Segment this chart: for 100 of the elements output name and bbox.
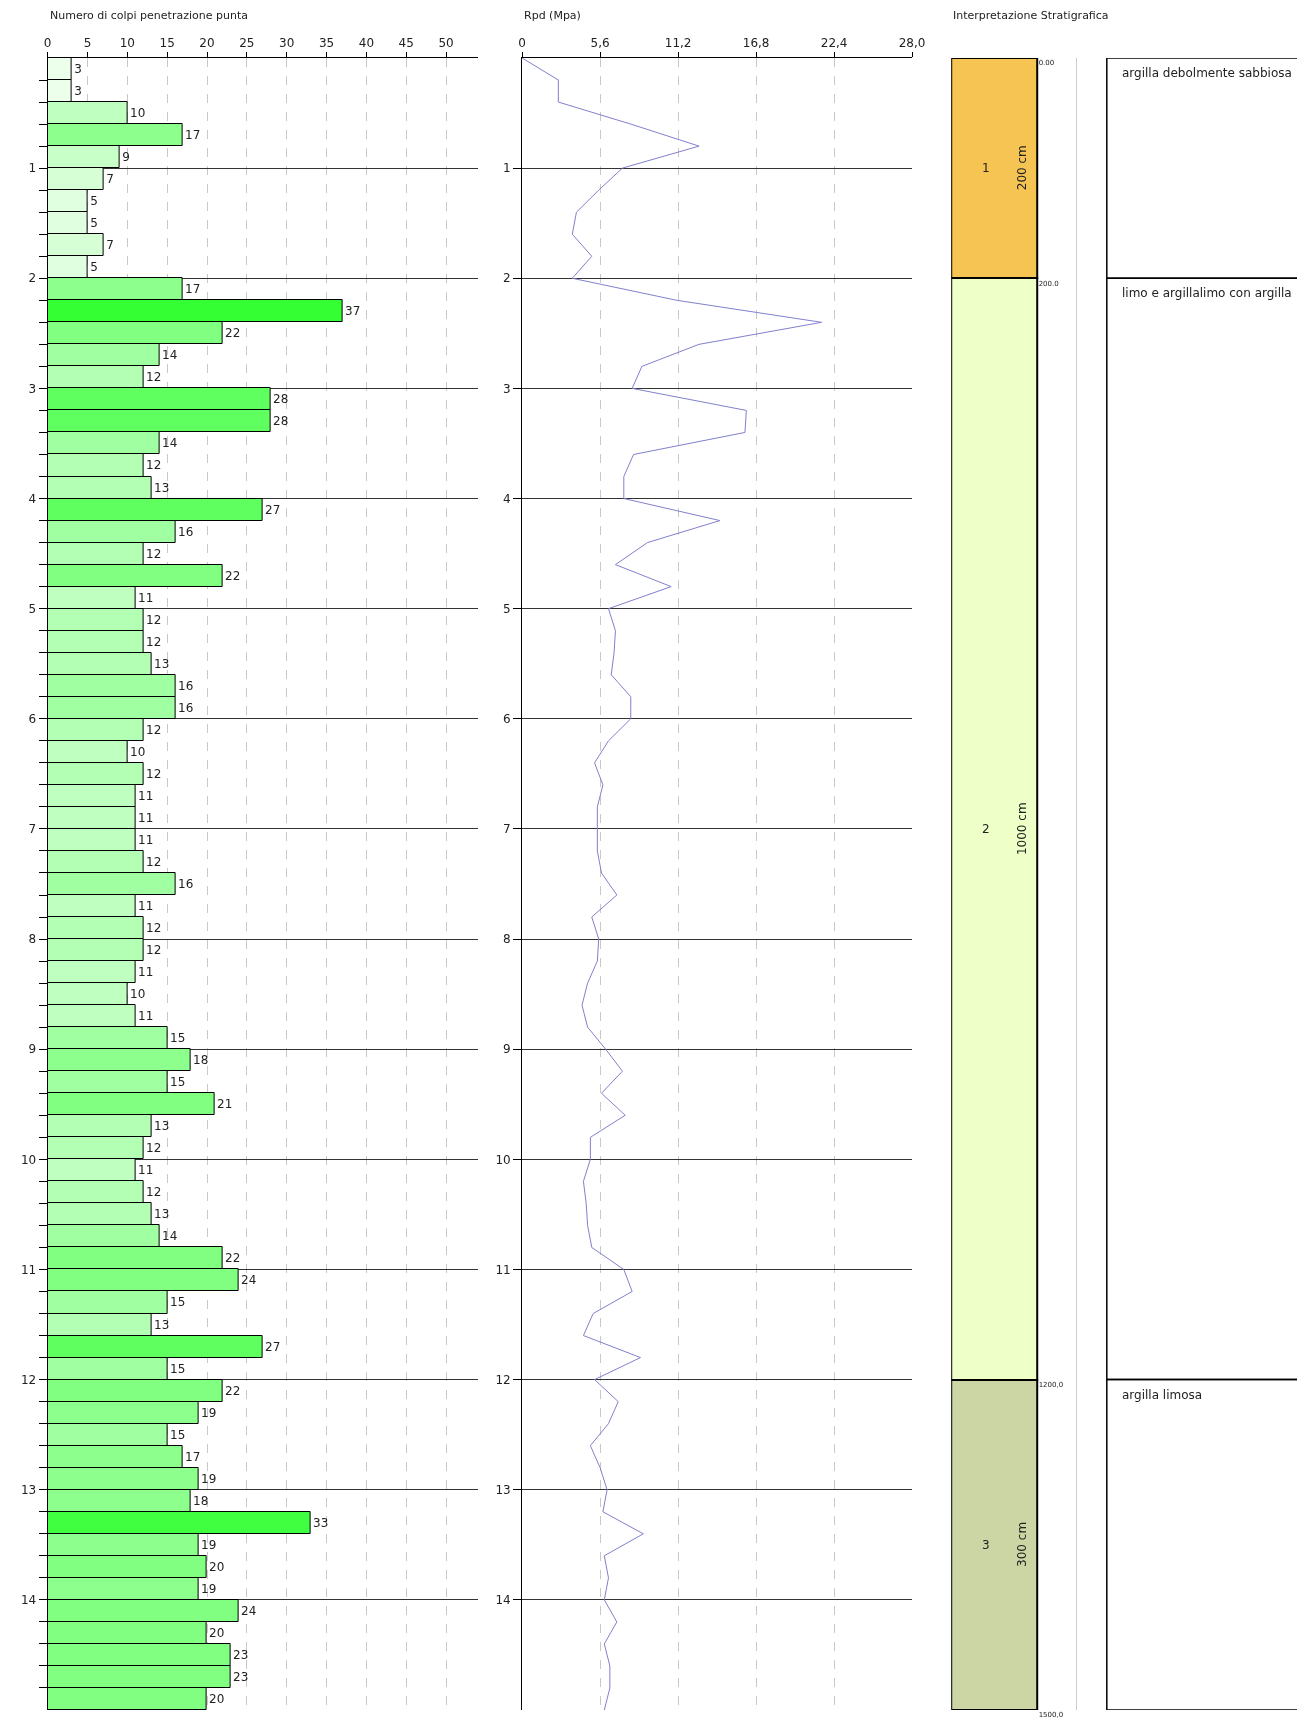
- data-label: 13: [154, 480, 170, 495]
- data-label: 200 cm: [1014, 145, 1029, 191]
- y-tick-label: 5: [503, 601, 511, 616]
- text: limo e argillalimo con argilla: [1122, 286, 1292, 300]
- x-tick-label: 0: [43, 36, 52, 51]
- data-label: 16: [178, 524, 194, 539]
- data-label: 16: [178, 876, 194, 891]
- y-tick-label: 3: [503, 381, 511, 396]
- y-tick-label: 5: [28, 601, 37, 616]
- y-tick-label: 1: [503, 161, 511, 176]
- chart-title: Numero di colpi penetrazione punta: [50, 9, 248, 22]
- annotation: 1: [982, 161, 990, 175]
- y-tick-label: 7: [28, 822, 37, 837]
- data-label: 15: [170, 1030, 186, 1045]
- data-label: 12: [146, 920, 162, 935]
- y-tick-label: 4: [503, 491, 511, 506]
- data-label: 18: [193, 1493, 209, 1508]
- data-label: 28: [273, 391, 289, 406]
- data-label: 12: [146, 369, 162, 384]
- x-tick-label: 11,2: [664, 36, 692, 51]
- data-label: 14: [162, 435, 178, 450]
- y-tick-label: 7: [503, 822, 511, 837]
- data-label: 15: [170, 1295, 186, 1309]
- data-label: 24: [241, 1272, 257, 1287]
- data-label: 20: [209, 1559, 225, 1574]
- data-label: 17: [185, 281, 201, 296]
- y-tick-label: 2: [28, 271, 37, 286]
- data-label: 19: [201, 1537, 217, 1552]
- data-label: 27: [265, 502, 281, 517]
- data-label: 24: [241, 1603, 257, 1618]
- data-label: 5: [90, 259, 98, 274]
- chart-title: Interpretazione Stratigrafica: [953, 9, 1109, 22]
- data-label: 11: [138, 832, 154, 847]
- data-label: 12: [146, 722, 162, 737]
- data-label: 12: [146, 1184, 162, 1199]
- y-tick-label: 13: [20, 1482, 37, 1497]
- x-tick-label: 16,8: [742, 36, 770, 51]
- x-tick-label: 35: [318, 36, 335, 51]
- data-label: 11: [138, 1008, 154, 1023]
- y-tick-label: 14: [495, 1593, 511, 1608]
- x-tick-label: 50: [438, 36, 454, 51]
- data-label: 12: [146, 766, 162, 781]
- y-tick-label: 14: [20, 1593, 37, 1608]
- y-tick-label: 3: [28, 381, 37, 396]
- data-label: 22: [225, 325, 241, 340]
- chart-title: Rpd (Mpa): [524, 9, 581, 22]
- data-label: 28: [273, 413, 289, 428]
- y-tick-label: 2: [503, 271, 511, 286]
- x-tick-label: 25: [239, 36, 255, 51]
- y-tick-label: 6: [503, 712, 511, 726]
- data-label: 20: [209, 1691, 225, 1706]
- data-label: 13: [154, 656, 170, 671]
- data-label: 12: [146, 942, 162, 957]
- x-tick-label: 28,0: [898, 36, 926, 51]
- data-label: 1000 cm: [1015, 802, 1030, 856]
- y-tick-label: 10: [495, 1152, 511, 1167]
- data-label: 37: [345, 303, 361, 318]
- data-label: 13: [154, 1317, 170, 1332]
- data-label: 27: [265, 1339, 281, 1354]
- x-tick-label: 15: [159, 36, 175, 51]
- data-label: 16: [178, 700, 194, 715]
- x-tick-label: 10: [119, 36, 135, 51]
- data-label: 16: [178, 678, 194, 693]
- data-label: 14: [162, 1228, 178, 1243]
- data-label: 5: [90, 215, 98, 230]
- data-label: 11: [138, 1162, 154, 1177]
- data-label: 33: [313, 1515, 329, 1530]
- data-label: 23: [233, 1647, 249, 1662]
- data-label: 10: [130, 744, 146, 759]
- x-tick-label: 30: [279, 36, 295, 51]
- y-tick-label: 9: [28, 1042, 37, 1057]
- x-tick-label: 5,6: [590, 36, 610, 51]
- y-tick-label: 13: [495, 1482, 511, 1497]
- data-label: 11: [138, 590, 154, 605]
- data-label: 14: [162, 347, 178, 362]
- data-label: 18: [193, 1052, 209, 1067]
- y-tick-label: 1: [28, 161, 37, 176]
- data-label: 300 cm: [1015, 1521, 1030, 1567]
- data-label: 15: [170, 1074, 186, 1089]
- data-label: 13: [154, 1118, 170, 1133]
- data-label: 7: [106, 171, 114, 186]
- data-label: 11: [138, 810, 154, 825]
- data-label: 11: [138, 964, 154, 979]
- text: argilla limosa: [1122, 1388, 1203, 1402]
- data-label: 19: [201, 1405, 217, 1420]
- data-label: 15: [170, 1427, 186, 1442]
- data-label: 10: [130, 105, 146, 120]
- data-label: 10: [130, 986, 146, 1001]
- data-label: 21: [217, 1096, 233, 1111]
- y-tick-label: 10: [20, 1152, 37, 1167]
- y-tick-label: 11: [20, 1262, 37, 1277]
- data-label: 19: [201, 1581, 217, 1596]
- data-label: 20: [209, 1625, 225, 1640]
- data-label: 15: [170, 1361, 186, 1376]
- y-tick-label: 4: [28, 491, 37, 506]
- data-label: 3: [74, 83, 82, 98]
- data-label: 7: [106, 237, 114, 252]
- data-label: 9: [122, 149, 130, 164]
- text: argilla debolmente sabbiosa: [1122, 66, 1292, 80]
- annotation: 3: [982, 1538, 990, 1552]
